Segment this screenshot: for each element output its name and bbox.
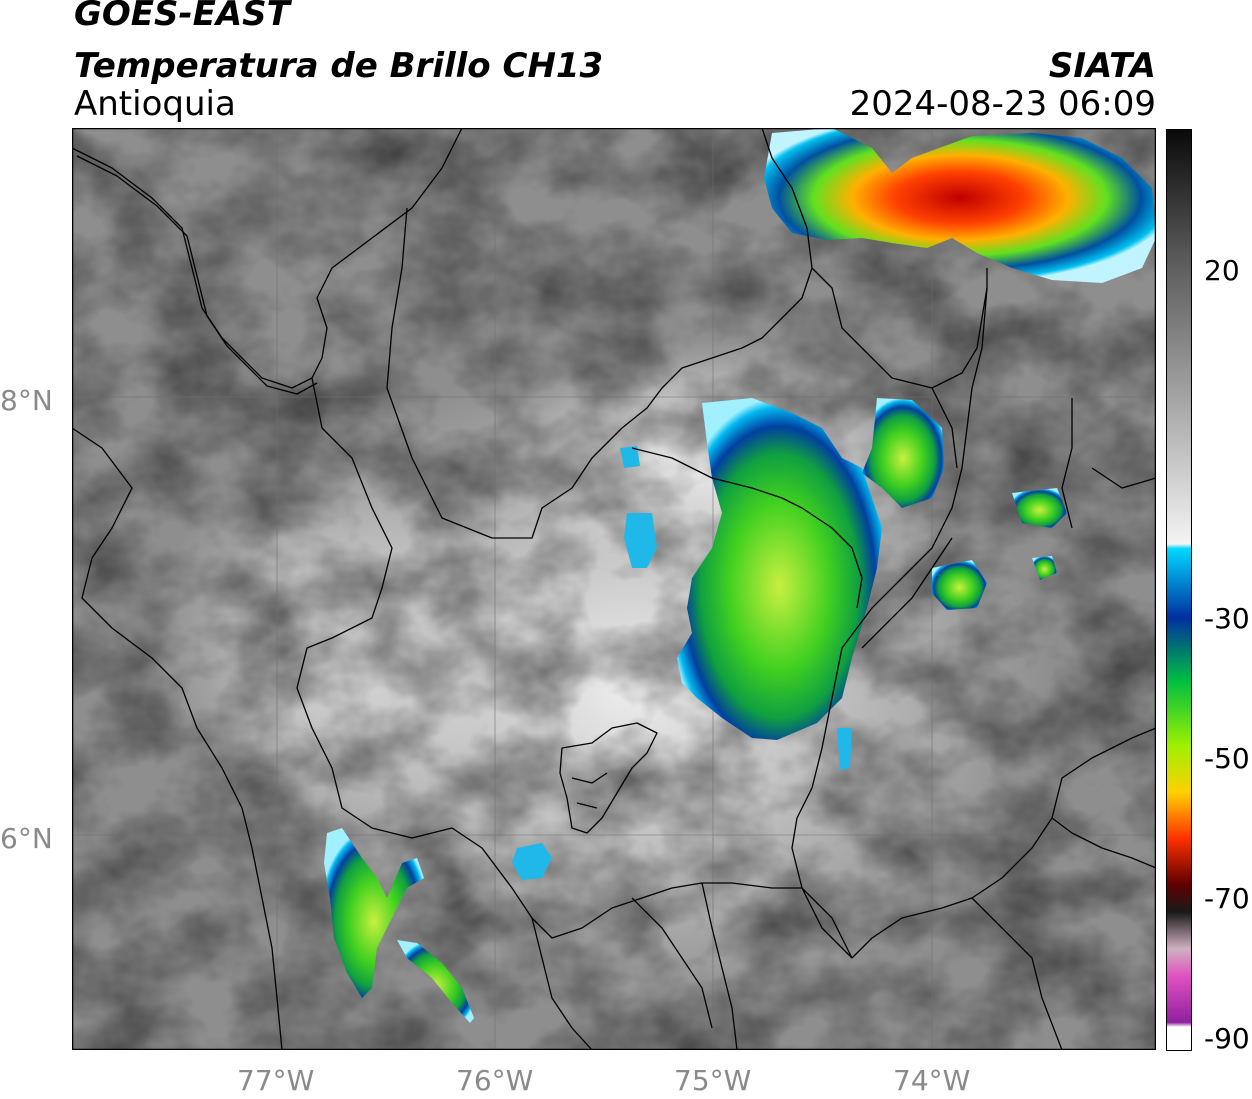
colorbar-tick-m50: -50 [1204,742,1250,775]
storm-southwest [324,828,424,998]
colorbar-tick-20: 20 [1204,254,1240,287]
storm-northeast-complex [764,128,1156,283]
boyaca-border [851,817,1156,959]
antioquia-west [296,377,453,839]
interior-line-4 [931,387,958,469]
interior-line-1 [631,447,803,509]
storm-small-4 [837,728,852,770]
southern-border [451,827,802,939]
title-line1: GOES-EAST [74,0,290,34]
caldas-border-2 [701,882,738,1050]
storm-southwest-band [397,940,474,1023]
storm-small-2 [624,513,657,568]
title-line2: Temperatura de Brillo CH13 [74,46,604,86]
choco-border [72,427,283,1050]
caldas-border [531,917,593,1050]
storm-central [677,398,882,740]
coastline [72,128,463,389]
colorbar [1166,129,1192,1051]
colorbar-tick-m90: -90 [1204,1022,1250,1055]
storm-far-east-small [1032,556,1057,580]
lat-label-8n: 8°N [0,384,53,417]
agency-label: SIATA [1048,46,1156,86]
lon-label-76w: 76°W [456,1064,534,1097]
storm-cells [324,128,1156,1023]
colorbar-tick-m70: -70 [1204,882,1250,915]
interior-line-8 [631,897,713,1029]
lon-label-75w: 75°W [674,1064,752,1097]
graticule [72,128,1156,1050]
interior-line-7 [1051,727,1156,819]
colorbar-tick-m30: -30 [1204,602,1250,635]
storm-small-1 [512,843,552,880]
interior-line-9 [971,897,1063,1050]
boundaries [72,128,1156,1050]
lat-label-6n: 6°N [0,822,53,855]
storm-east-small [932,560,987,610]
interior-line-3 [861,537,953,649]
storm-far-east [1012,488,1067,528]
interior-line-5 [1061,398,1073,529]
coastline-inner [76,155,318,395]
interior-line-10 [801,887,853,959]
magdalena-border [791,287,988,959]
interior-line-2 [801,507,863,609]
satellite-map [72,128,1156,1050]
lon-label-77w: 77°W [237,1064,315,1097]
storm-east [862,398,944,508]
interior-line-6 [1091,467,1156,489]
region-label: Antioquia [74,84,236,124]
cloud-texture [72,128,1156,1050]
metro-area [559,722,658,834]
timestamp-label: 2024-08-23 06:09 [849,84,1156,124]
storm-small-3 [620,446,640,468]
lon-label-74w: 74°W [893,1064,971,1097]
